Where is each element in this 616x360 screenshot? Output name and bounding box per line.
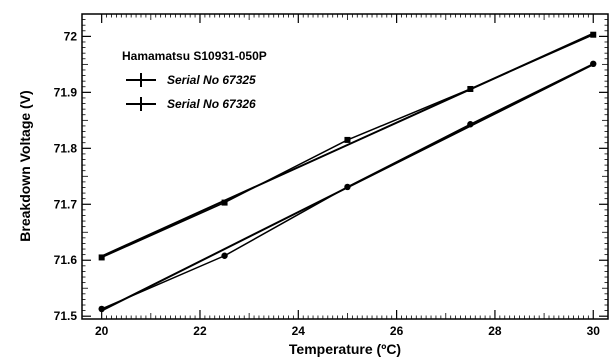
data-point xyxy=(344,136,351,143)
y-axis-label: Breakdown Voltage (V) xyxy=(17,90,33,241)
x-tick-label: 28 xyxy=(488,324,502,338)
series-1 xyxy=(98,31,597,261)
y-tick-label: 71.7 xyxy=(54,197,78,211)
data-point xyxy=(590,31,597,38)
x-tick-label: 24 xyxy=(292,324,306,338)
x-tick-label: 22 xyxy=(193,324,207,338)
data-point xyxy=(344,183,351,191)
series-line xyxy=(101,34,594,259)
y-tick-label: 72 xyxy=(64,29,78,43)
legend-title: Hamamatsu S10931-050P xyxy=(122,49,267,63)
axis-ticks xyxy=(82,13,608,319)
y-tick-label: 71.6 xyxy=(54,253,78,267)
y-tick-label: 71.8 xyxy=(54,141,78,155)
data-point xyxy=(221,252,228,259)
data-point xyxy=(221,199,228,206)
legend: Hamamatsu S10931-050P Serial No 67325 Se… xyxy=(122,49,267,111)
data-point xyxy=(98,254,105,261)
plot-frame xyxy=(81,13,609,320)
data-point xyxy=(590,60,597,68)
y-tick-label: 71.9 xyxy=(54,85,78,99)
x-axis-label: Temperature (ºC) xyxy=(289,341,401,357)
x-tick-label: 20 xyxy=(95,324,109,338)
legend-label-67326: Serial No 67326 xyxy=(167,97,256,111)
y-tick-labels: 71.5 71.6 71.7 71.8 71.9 72 xyxy=(54,29,78,323)
x-tick-labels: 20 22 24 26 28 30 xyxy=(95,324,600,338)
data-point xyxy=(98,305,105,313)
x-tick-label: 30 xyxy=(587,324,601,338)
x-tick-label: 26 xyxy=(390,324,404,338)
data-point xyxy=(467,121,474,128)
data-point xyxy=(467,85,474,92)
series-2 xyxy=(98,60,597,313)
series-layer xyxy=(98,31,597,313)
y-tick-label: 71.5 xyxy=(54,309,78,323)
legend-label-67325: Serial No 67325 xyxy=(167,73,256,87)
